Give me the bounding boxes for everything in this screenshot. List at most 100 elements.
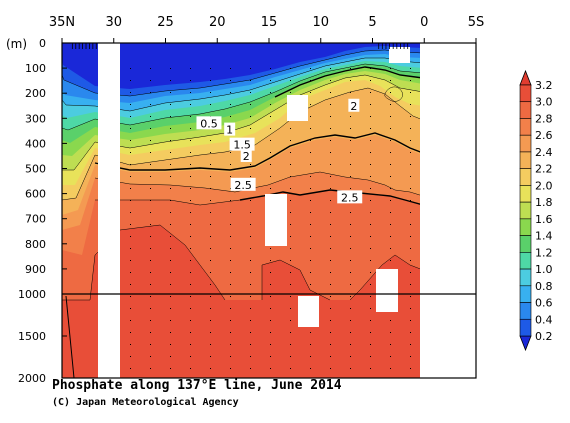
sample-point [250, 164, 251, 165]
sample-point [390, 188, 391, 189]
sample-point [350, 128, 351, 129]
sample-point [170, 212, 171, 213]
sample-point [130, 68, 131, 69]
sample-point [210, 68, 211, 69]
sample-point [250, 128, 251, 129]
sample-point [310, 80, 311, 81]
sample-point [150, 248, 151, 249]
station-ticks [71, 43, 409, 49]
sample-point [410, 260, 411, 261]
sample-point [410, 356, 411, 357]
phosphate-field [62, 43, 423, 378]
sample-point [210, 332, 211, 333]
contour-label: 1.5 [233, 139, 251, 152]
sample-point [310, 140, 311, 141]
y-axis-unit: (m) [6, 37, 27, 51]
sample-point [250, 176, 251, 177]
sample-point [330, 92, 331, 93]
sample-point [310, 356, 311, 357]
sample-point [390, 128, 391, 129]
sample-point [350, 188, 351, 189]
contour-label: 2 [350, 100, 357, 113]
sample-point [250, 368, 251, 369]
colorbar-swatch [519, 318, 532, 337]
sample-point [150, 356, 151, 357]
sample-point [130, 284, 131, 285]
sample-point [350, 308, 351, 309]
sample-point [350, 140, 351, 141]
sample-point [210, 356, 211, 357]
missing-data-box [389, 47, 410, 63]
sample-point [390, 68, 391, 69]
sample-point [170, 152, 171, 153]
sample-point [170, 248, 171, 249]
colorbar-label: 2.2 [535, 163, 553, 176]
sample-point [230, 152, 231, 153]
sample-point [270, 296, 271, 297]
contour-label: 1 [226, 124, 233, 137]
missing-data-box [287, 95, 308, 121]
sample-point [270, 80, 271, 81]
sample-point [390, 92, 391, 93]
sample-point [350, 248, 351, 249]
sample-point [130, 260, 131, 261]
sample-point [330, 284, 331, 285]
sample-point [210, 152, 211, 153]
sample-point [150, 344, 151, 345]
sample-point [410, 116, 411, 117]
sample-point [150, 320, 151, 321]
sample-point [330, 200, 331, 201]
colorbar-label: 0.4 [535, 313, 553, 326]
sample-point [290, 140, 291, 141]
sample-point [270, 320, 271, 321]
colorbar-swatch [519, 84, 532, 103]
sample-point [370, 212, 371, 213]
sample-point [310, 284, 311, 285]
sample-point [310, 272, 311, 273]
sample-point [270, 248, 271, 249]
sample-point [150, 296, 151, 297]
sample-point [190, 296, 191, 297]
colorbar-label: 1.0 [535, 263, 553, 276]
y-axis: 100 200 300 400 500 600 700 800 900 1000 1500 2000 0 [18, 37, 67, 385]
sample-point [350, 296, 351, 297]
sample-point [410, 80, 411, 81]
contour-2-south [274, 66, 423, 98]
sample-point [310, 248, 311, 249]
sample-point [150, 188, 151, 189]
sample-point [150, 164, 151, 165]
sample-point [130, 320, 131, 321]
sample-point [190, 236, 191, 237]
sample-point [190, 188, 191, 189]
missing-data-box [376, 269, 398, 312]
colorbar-swatch [519, 185, 532, 203]
sample-point [390, 140, 391, 141]
colorbar-swatch [519, 118, 532, 136]
sample-point [170, 284, 171, 285]
sample-point [210, 344, 211, 345]
sample-point [150, 212, 151, 213]
sample-point [210, 320, 211, 321]
sample-point [170, 320, 171, 321]
sample-point [350, 212, 351, 213]
sample-point [370, 272, 371, 273]
sample-point [170, 356, 171, 357]
sample-point [150, 368, 151, 369]
sample-point [290, 200, 291, 201]
sample-point [290, 80, 291, 81]
sample-point [270, 188, 271, 189]
sample-point [130, 272, 131, 273]
sample-point [150, 140, 151, 141]
contour-thin [384, 86, 403, 102]
sample-point [130, 200, 131, 201]
sample-point [210, 200, 211, 201]
sample-point [130, 152, 131, 153]
chart-title: Phosphate along 137°E line, June 2014 [52, 378, 342, 393]
y-tick-label: 600 [25, 188, 46, 201]
sample-point [290, 368, 291, 369]
sample-point [170, 188, 171, 189]
sample-point [170, 116, 171, 117]
sample-point [130, 212, 131, 213]
sample-point [250, 284, 251, 285]
sample-point [310, 188, 311, 189]
